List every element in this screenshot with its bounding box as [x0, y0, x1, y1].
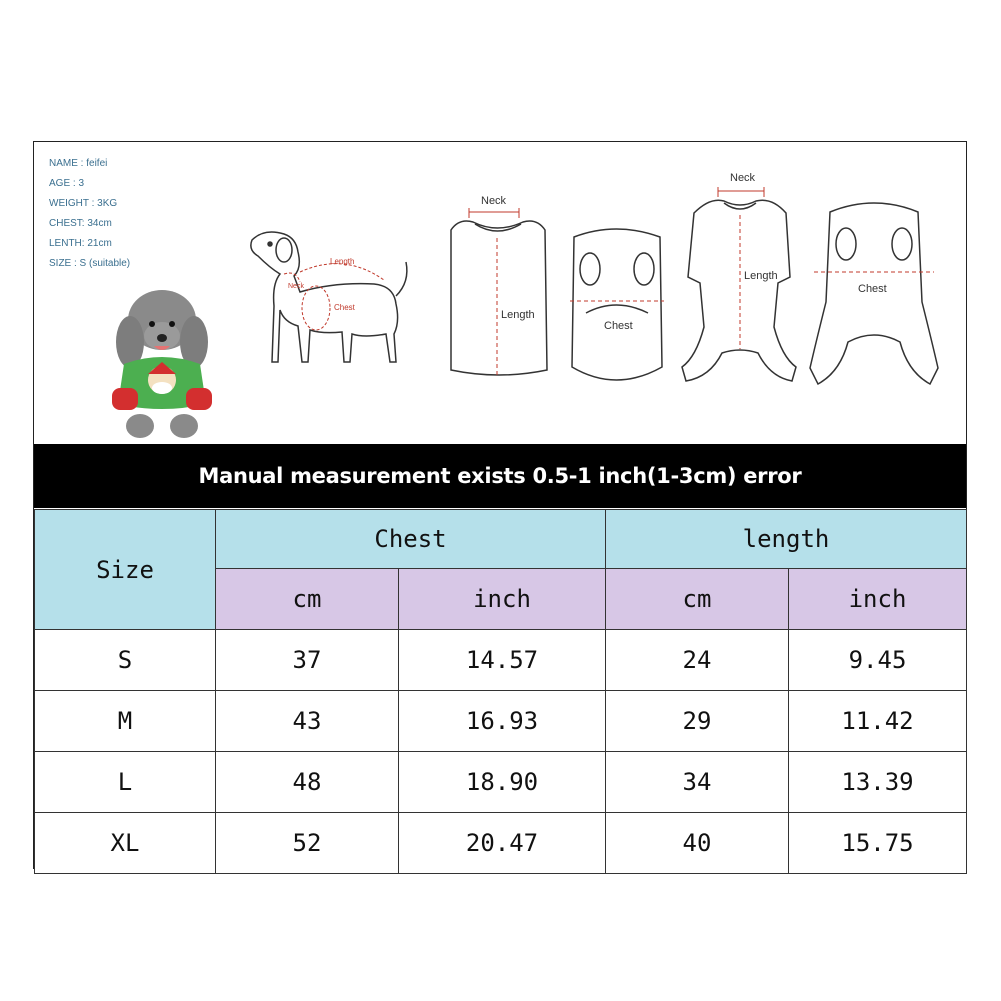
- chest-cm-cell: 52: [215, 812, 399, 874]
- length-inch-cell: 9.45: [787, 629, 968, 691]
- size-cell: L: [34, 751, 216, 813]
- poodle-photo: [112, 290, 212, 438]
- length-inch-cell: 11.42: [787, 690, 968, 752]
- dog-outline-diagram: Length Neck Chest: [250, 231, 408, 363]
- chest-header: Chest: [215, 509, 606, 569]
- table-row: L 48 18.90 34 13.39: [34, 751, 968, 813]
- chest-inch-cell: 20.47: [398, 812, 606, 874]
- pet-name: NAME : feifei: [49, 158, 108, 169]
- table-row: S 37 14.57 24 9.45: [34, 629, 968, 691]
- chest-cm-cell: 48: [215, 751, 399, 813]
- size-cell: XL: [34, 812, 216, 874]
- chest-inch-cell: 14.57: [398, 629, 606, 691]
- size-chart-frame: NAME : feifei AGE : 3 WEIGHT : 3KG CHEST…: [33, 141, 968, 874]
- chest-cm-header: cm: [215, 568, 399, 630]
- pet-size: SIZE : S (suitable): [49, 258, 131, 269]
- chest-cm-cell: 43: [215, 690, 399, 752]
- pet-length: LENTH: 21cm: [49, 238, 112, 249]
- length-cm-cell: 40: [605, 812, 789, 874]
- shirt-chest-label: Chest: [604, 320, 633, 332]
- shirt-length-label: Length: [501, 309, 535, 321]
- size-table: Size Chest length cm inch cm inch S 37 1…: [34, 509, 968, 874]
- dog-chest-label: Chest: [334, 303, 356, 312]
- shirt-back-diagram: Neck Length: [450, 195, 548, 376]
- chest-cm-cell: 37: [215, 629, 399, 691]
- suit-chest-label: Chest: [858, 283, 887, 295]
- chest-inch-header: inch: [398, 568, 606, 630]
- length-inch-cell: 13.39: [787, 751, 968, 813]
- table-row: XL 52 20.47 40 15.75: [34, 812, 968, 874]
- size-header: Size: [34, 509, 216, 630]
- jumpsuit-front-diagram: Chest: [809, 202, 939, 386]
- length-inch-cell: 15.75: [787, 812, 968, 874]
- dog-neck-label: Neck: [288, 283, 304, 290]
- suit-length-label: Length: [744, 270, 778, 282]
- table-row: M 43 16.93 29 11.42: [34, 690, 968, 752]
- length-inch-header: inch: [787, 568, 968, 630]
- dog-length-label: Length: [330, 257, 354, 266]
- illustration-area: NAME : feifei AGE : 3 WEIGHT : 3KG CHEST…: [34, 142, 966, 444]
- size-cell: M: [34, 690, 216, 752]
- size-cell: S: [34, 629, 216, 691]
- jumpsuit-back-diagram: Neck Length: [681, 172, 797, 382]
- length-cm-cell: 24: [605, 629, 789, 691]
- length-cm-cell: 29: [605, 690, 789, 752]
- pet-weight: WEIGHT : 3KG: [49, 198, 118, 209]
- suit-neck-label: Neck: [730, 172, 756, 184]
- pet-info: NAME : feifei AGE : 3 WEIGHT : 3KG CHEST…: [49, 154, 130, 274]
- length-header: length: [604, 509, 968, 569]
- chest-inch-cell: 16.93: [398, 690, 606, 752]
- shirt-front-diagram: Chest: [570, 228, 664, 381]
- pet-chest: CHEST: 34cm: [49, 218, 112, 229]
- shirt-neck-label: Neck: [481, 195, 507, 207]
- pet-age: AGE : 3: [49, 178, 85, 189]
- measurement-error-banner: Manual measurement exists 0.5-1 inch(1-3…: [34, 444, 966, 508]
- chest-inch-cell: 18.90: [398, 751, 606, 813]
- length-cm-cell: 34: [605, 751, 789, 813]
- length-cm-header: cm: [605, 568, 789, 630]
